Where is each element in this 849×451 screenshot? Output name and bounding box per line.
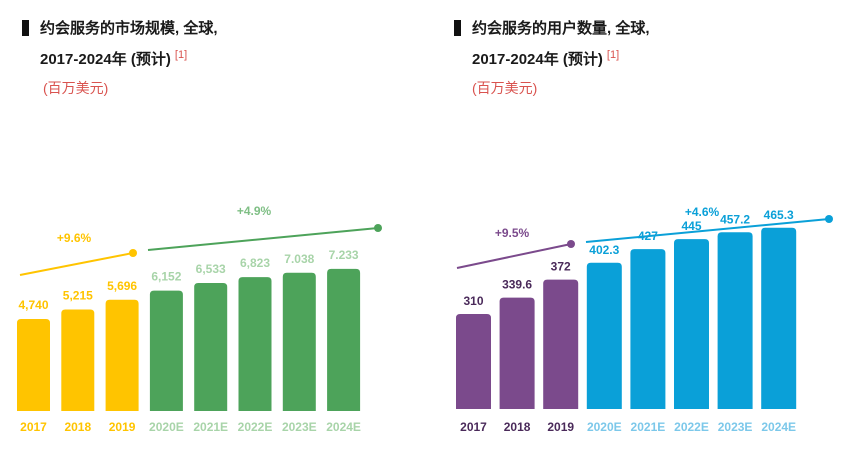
data-label: 310 [463,294,483,308]
data-label: 445 [681,219,701,233]
chart-title-line2: 2017-2024年 (预计) [1] [40,42,218,73]
growth-line-end-dot [825,215,833,223]
data-label: 4,740 [18,298,48,312]
bar [105,299,139,411]
x-tick-label: 2019 [109,420,136,434]
growth-line-end-dot [567,240,575,248]
x-tick-label: 2018 [64,420,91,434]
data-label: 7.233 [329,248,359,262]
bar [761,227,797,409]
title-marker [454,20,461,36]
bar [282,272,316,411]
data-label: 339.6 [502,278,532,292]
growth-line-end-dot [129,249,137,257]
bar [717,232,753,409]
growth-trend-line [456,243,572,269]
x-tick-label: 2024E [761,420,796,434]
x-tick-label: 2023E [282,420,317,434]
bar [543,279,579,409]
bar [149,290,183,411]
chart-title-line2: 2017-2024年 (预计) [1] [472,42,650,73]
growth-line-end-dot [374,224,382,232]
data-label: 5,215 [63,288,93,302]
x-tick-label: 2018 [504,420,531,434]
x-tick-label: 2020E [587,420,622,434]
market-size-chart: 4,740 2017 5,215 2018 5,696 2019 6,152 2020E 6,5… [17,204,382,434]
growth-rate-label: +4.6% [685,205,720,219]
x-tick-label: 2024E [326,420,361,434]
unit-label: (百万美元) [43,80,109,96]
footnote-ref: [1] [174,49,188,61]
user-count-chart: 3102017339.620183722019402.32020E4272021… [456,205,833,434]
chart-title: 约会服务的市场规模, 全球, 2017-2024年 (预计) [1] [40,16,218,73]
data-label: 7.038 [284,252,314,266]
data-label: 6,152 [151,270,181,284]
data-label: 457.2 [720,212,750,226]
x-tick-label: 2021E [193,420,228,434]
growth-trend-line [147,227,379,251]
title-marker [22,20,29,36]
growth-rate-label: +9.5% [495,226,530,240]
x-tick-label: 2022E [674,420,709,434]
x-tick-label: 2020E [149,420,184,434]
chart-title: 约会服务的用户数量, 全球, 2017-2024年 (预计) [1] [472,16,650,73]
bar [499,297,535,409]
bar [194,282,228,411]
data-label: 6,823 [240,256,270,270]
growth-rate-label: +9.6% [57,231,92,245]
bar [17,319,50,411]
data-label: 402.3 [589,243,619,257]
bar [238,277,272,411]
x-tick-label: 2019 [547,420,574,434]
bar [586,262,622,409]
growth-trend-line [19,252,134,276]
chart-title-line2-text: 2017-2024年 (预计) [40,51,171,68]
bar [456,314,491,409]
chart-title-line2-text: 2017-2024年 (预计) [472,51,603,68]
market-size-panel: 约会服务的市场规模, 全球, 2017-2024年 (预计) [1] (百万美元)… [17,16,382,434]
growth-rate-label: +4.9% [237,204,272,218]
x-tick-label: 2023E [718,420,753,434]
growth-trend-line [585,218,830,243]
x-tick-label: 2021E [631,420,666,434]
chart-title-line1: 约会服务的用户数量, 全球, [472,20,650,37]
data-label: 372 [551,260,571,274]
x-tick-label: 2022E [238,420,273,434]
bar [630,249,666,409]
x-tick-label: 2017 [460,420,487,434]
x-tick-label: 2017 [20,420,47,434]
data-label: 6,533 [196,262,226,276]
bar [61,309,95,411]
bar [327,268,361,411]
chart-title-line1: 约会服务的市场规模, 全球, [40,20,218,37]
user-count-panel: 约会服务的用户数量, 全球, 2017-2024年 (预计) [1] (百万美元)… [425,0,849,451]
unit-label: (百万美元) [472,80,538,96]
footnote-ref: [1] [606,49,620,61]
data-label: 5,696 [107,279,137,293]
bar [674,239,709,409]
data-label: 465.3 [764,208,794,222]
